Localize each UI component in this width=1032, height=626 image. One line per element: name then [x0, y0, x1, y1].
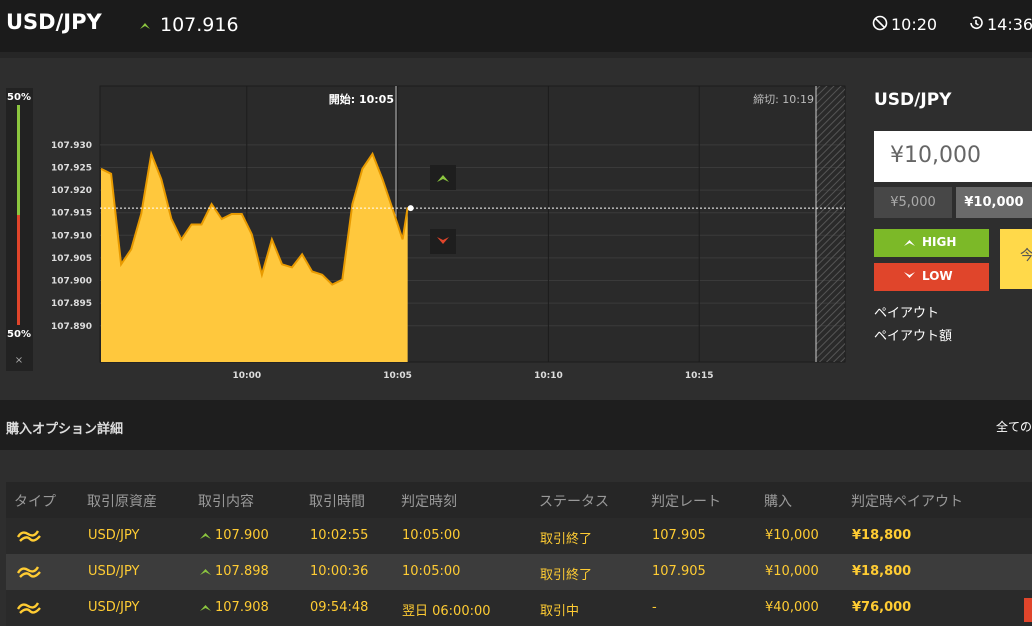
table-cell: -	[652, 600, 657, 615]
x-tick-label: 10:00	[232, 371, 261, 381]
column-header: ステータス	[539, 494, 609, 510]
table-cell: 取引終了	[540, 532, 593, 547]
table-cell: 107.908	[215, 600, 269, 615]
table-cell: ¥18,800	[852, 564, 912, 579]
type-icon	[16, 566, 41, 578]
chart: 50% 50% × 107.930 107.925 107.920 107.915 107.9…	[7, 85, 846, 381]
divider	[0, 52, 1032, 58]
end-label: 締切: 10:19	[753, 92, 814, 106]
table-cell: USD/JPY	[88, 564, 140, 579]
table-cell: USD/JPY	[88, 528, 140, 543]
history-icon	[970, 16, 983, 29]
high-button[interactable]	[874, 229, 989, 257]
table-cell: 107.905	[652, 564, 706, 579]
column-header: 購入	[764, 494, 792, 510]
current-point	[407, 205, 414, 212]
table-cell: 10:02:55	[310, 528, 369, 543]
up-icon	[904, 240, 915, 246]
table-cell: USD/JPY	[88, 600, 140, 615]
status-marker	[1024, 598, 1032, 622]
clock-icon	[872, 15, 888, 31]
preset-button[interactable]: ¥5,000	[874, 187, 952, 218]
y-tick-label: 107.895	[51, 299, 92, 309]
column-header: タイプ	[14, 494, 56, 510]
start-label: 開始: 10:05	[329, 92, 394, 106]
table-cell: 10:00:36	[310, 564, 369, 579]
column-header: 取引時間	[309, 494, 365, 510]
column-header: 判定レート	[651, 494, 721, 510]
remaining: 14:36	[987, 15, 1032, 34]
type-icon	[16, 530, 41, 542]
y-tick-label: 107.915	[51, 209, 92, 219]
table-cell: ¥76,000	[852, 600, 912, 615]
x-tick-label: 10:15	[685, 371, 714, 381]
gauge-low	[17, 215, 20, 325]
high-label: HIGH	[922, 235, 957, 249]
y-tick-label: 107.905	[51, 254, 92, 264]
order-symbol: USD/JPY	[874, 90, 952, 110]
gauge-high-label: 50%	[7, 92, 31, 103]
column-header: 判定時ペイアウト	[851, 494, 963, 510]
up-icon	[200, 533, 211, 539]
table-cell: ¥40,000	[765, 600, 819, 615]
area-fill	[101, 153, 408, 362]
table-cell: 09:54:48	[310, 600, 369, 615]
amount-box[interactable]	[874, 131, 1032, 182]
column-header: 判定時刻	[401, 494, 457, 510]
column-header: 取引内容	[198, 494, 254, 510]
details-title: 購入オプション詳細	[6, 422, 124, 437]
type-icon	[16, 602, 41, 614]
y-tick-label: 107.920	[51, 186, 92, 196]
clock: 10:20	[891, 15, 938, 34]
payout-label: ペイアウト	[874, 306, 940, 321]
price: 107.916	[160, 14, 239, 36]
table-cell: ¥18,800	[852, 528, 912, 543]
up-icon	[200, 605, 211, 611]
buy-button[interactable]: 今	[1000, 229, 1032, 289]
up-icon	[140, 23, 150, 29]
y-tick-label: 107.910	[51, 231, 92, 241]
gauge-high	[17, 105, 20, 215]
down-icon	[904, 272, 915, 278]
table-row	[6, 590, 1032, 626]
table-cell: 取引中	[540, 604, 580, 619]
table-header	[6, 482, 1032, 518]
down-icon	[437, 237, 449, 244]
table-cell: ¥10,000	[765, 564, 819, 579]
gauge-close: ×	[15, 355, 23, 366]
up-icon	[437, 175, 449, 182]
y-tick-label: 107.890	[51, 322, 92, 332]
closing-zone	[816, 86, 845, 362]
top-bar	[0, 0, 1032, 52]
details-bar	[0, 400, 1032, 450]
table-row	[6, 554, 1032, 590]
symbol: USD/JPY	[6, 10, 102, 34]
amount: ¥10,000	[890, 143, 981, 168]
gauge-low-label: 50%	[7, 329, 31, 340]
up-icon	[200, 569, 211, 575]
column-header: 取引原資産	[87, 494, 157, 510]
low-label: LOW	[922, 269, 953, 283]
x-tick-label: 10:05	[383, 371, 412, 381]
y-tick-label: 107.930	[51, 141, 92, 151]
table-cell: 翌日 06:00:00	[402, 604, 491, 619]
table-cell: 107.905	[652, 528, 706, 543]
y-tick-label: 107.925	[51, 163, 92, 173]
price-line	[100, 150, 409, 286]
payout-amount-label: ペイアウト額	[874, 329, 953, 344]
low-button[interactable]	[874, 263, 989, 291]
show-all[interactable]: 全ての	[996, 420, 1032, 434]
table-cell: 10:05:00	[402, 564, 461, 579]
y-tick-label: 107.900	[51, 277, 92, 287]
table-cell: 107.900	[215, 528, 269, 543]
table-cell: ¥10,000	[765, 528, 819, 543]
table-row	[6, 518, 1032, 554]
table-cell: 107.898	[215, 564, 269, 579]
preset-button[interactable]: ¥10,000	[956, 187, 1032, 218]
table-cell: 取引終了	[540, 568, 593, 583]
table-cell: 10:05:00	[402, 528, 461, 543]
x-tick-label: 10:10	[534, 371, 563, 381]
